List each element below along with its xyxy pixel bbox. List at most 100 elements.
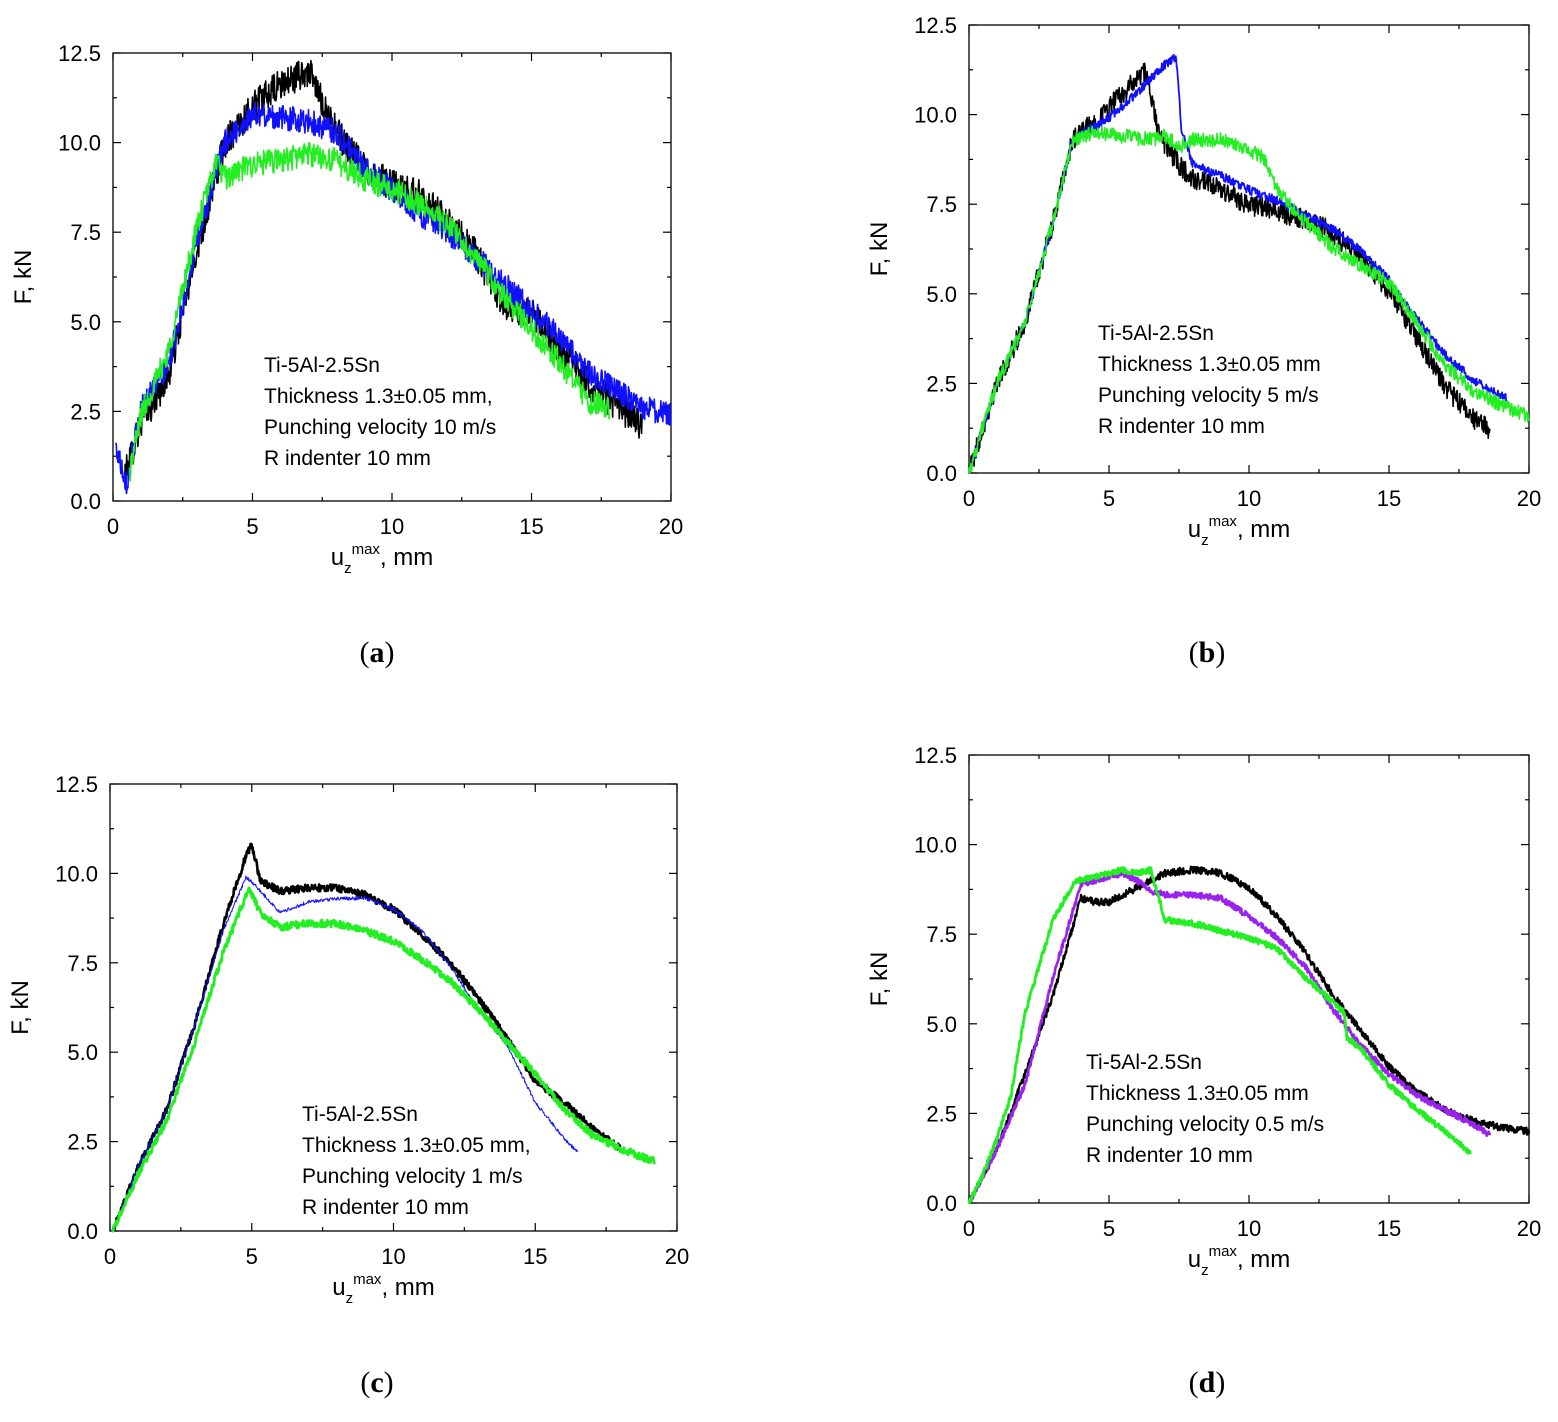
x-axis-label-sub: z (344, 560, 352, 577)
x-axis-label: uzmax, mm (1188, 513, 1291, 549)
x-axis-label-sup: max (1209, 1243, 1238, 1260)
caption-letter: b (1199, 636, 1216, 669)
panel-caption: (b) (1189, 636, 1226, 669)
y-axis-label: F, kN (10, 250, 37, 305)
y-tick-label: 0.0 (70, 489, 101, 514)
x-tick-label: 5 (1103, 486, 1115, 511)
y-tick-label: 5.0 (926, 1012, 957, 1037)
caption-letter: d (1199, 1366, 1216, 1399)
x-axis-label-base: u (331, 544, 344, 571)
x-axis-label-tail: , mm (1237, 1246, 1290, 1273)
x-tick-label: 5 (1103, 1216, 1115, 1241)
annotation-line: Punching velocity 10 m/s (264, 416, 496, 439)
annotation-line: Ti-5Al-2.5Sn (1098, 322, 1214, 345)
y-tick-label: 2.5 (67, 1130, 98, 1155)
x-axis-label-tail: , mm (1237, 516, 1290, 543)
annotation-line: Ti-5Al-2.5Sn (1086, 1051, 1202, 1074)
y-tick-label: 2.5 (926, 1101, 957, 1126)
x-axis-label: uzmax, mm (1188, 1243, 1291, 1279)
plot-frame (109, 783, 678, 1232)
annotation-line: Thickness 1.3±0.05 mm, (302, 1134, 531, 1157)
caption-close: ) (385, 636, 395, 669)
annotation-line: Punching velocity 1 m/s (302, 1165, 523, 1188)
y-tick-label: 12.5 (55, 772, 98, 797)
y-tick-label: 5.0 (926, 282, 957, 307)
y-tick-label: 7.5 (926, 922, 957, 947)
x-tick-label: 0 (963, 1216, 975, 1241)
caption-close: ) (1215, 1366, 1225, 1399)
series-green (968, 125, 1530, 474)
series-blue (968, 53, 1508, 474)
annotation-line: R indenter 10 mm (264, 447, 431, 470)
series-green (111, 886, 656, 1233)
caption-open: ( (360, 1366, 370, 1399)
y-tick-label: 0.0 (926, 1191, 957, 1216)
y-axis-label: F, kN (866, 952, 893, 1007)
x-axis-label-sup: max (1209, 513, 1238, 530)
y-tick-label: 0.0 (926, 461, 957, 486)
x-axis-label: uzmax, mm (331, 541, 434, 577)
series-blue (114, 101, 672, 495)
annotation-line: Ti-5Al-2.5Sn (264, 354, 380, 377)
y-tick-label: 2.5 (70, 399, 101, 424)
caption-close: ) (384, 1366, 394, 1399)
annotation-line: Punching velocity 5 m/s (1098, 384, 1319, 407)
series-black (968, 62, 1491, 474)
y-tick-label: 5.0 (67, 1040, 98, 1065)
caption-close: ) (1215, 636, 1225, 669)
caption-letter: a (370, 636, 385, 669)
caption-letter: c (370, 1366, 383, 1399)
panel-caption: (d) (1189, 1366, 1226, 1399)
x-axis-label-sub: z (1201, 532, 1209, 549)
x-tick-label: 15 (523, 1244, 547, 1269)
caption-open: ( (1189, 636, 1199, 669)
annotation-line: R indenter 10 mm (302, 1196, 469, 1219)
series-violet (967, 870, 1492, 1204)
x-tick-label: 15 (1377, 486, 1401, 511)
y-tick-label: 2.5 (926, 371, 957, 396)
y-tick-label: 12.5 (914, 13, 957, 38)
chart-d: 0 5 10 15 20 0.0 2.5 5.0 7.5 10.0 12.5 F, kN uzmax, … (866, 743, 1541, 1399)
y-tick-label: 7.5 (926, 192, 957, 217)
x-tick-label: 15 (1377, 1216, 1401, 1241)
x-axis-label-base: u (1188, 1246, 1201, 1273)
annotation-line: Thickness 1.3±0.05 mm, (264, 385, 493, 408)
x-axis-label-tail: , mm (381, 1274, 434, 1301)
x-axis-label: uzmax, mm (332, 1271, 435, 1307)
x-tick-label: 20 (1517, 486, 1541, 511)
y-tick-label: 7.5 (67, 951, 98, 976)
caption-open: ( (1189, 1366, 1199, 1399)
x-tick-label: 15 (519, 514, 543, 539)
y-tick-label: 0.0 (67, 1219, 98, 1244)
x-axis-label-sub: z (346, 1290, 354, 1307)
y-tick-label: 10.0 (914, 833, 957, 858)
x-tick-label: 0 (963, 486, 975, 511)
annotation-line: Ti-5Al-2.5Sn (302, 1103, 418, 1126)
annotation-line: R indenter 10 mm (1086, 1144, 1253, 1167)
y-tick-label: 12.5 (914, 743, 957, 768)
x-axis-label-sub: z (1201, 1262, 1209, 1279)
y-tick-label: 7.5 (70, 220, 101, 245)
x-tick-label: 5 (246, 514, 258, 539)
chart-c: 0 5 10 15 20 0.0 2.5 5.0 7.5 10.0 12.5 F, kN uz max, … (7, 772, 689, 1399)
x-tick-label: 10 (1237, 1216, 1261, 1241)
x-tick-label: 20 (659, 514, 683, 539)
x-tick-label: 5 (246, 1244, 258, 1269)
y-tick-label: 5.0 (70, 310, 101, 335)
x-axis-label-base: u (1188, 516, 1201, 543)
y-tick-label: 12.5 (58, 41, 101, 66)
x-tick-label: 0 (104, 1244, 116, 1269)
panel-caption: (a) (360, 636, 395, 669)
series-green (967, 866, 1472, 1205)
y-tick-label: 10.0 (58, 131, 101, 156)
x-axis-label-tail: , mm (380, 544, 433, 571)
x-tick-label: 20 (665, 1244, 689, 1269)
series-green (128, 142, 611, 482)
chart-b: 0 5 10 15 20 0.0 2.5 5.0 7.5 10.0 12.5 F, kN uzmax, … (866, 13, 1541, 669)
x-axis-label-base: u (332, 1274, 345, 1301)
y-axis-label: F, kN (866, 222, 893, 277)
caption-open: ( (360, 636, 370, 669)
y-tick-label: 10.0 (914, 103, 957, 128)
annotation-line: Thickness 1.3±0.05 mm (1086, 1082, 1309, 1105)
